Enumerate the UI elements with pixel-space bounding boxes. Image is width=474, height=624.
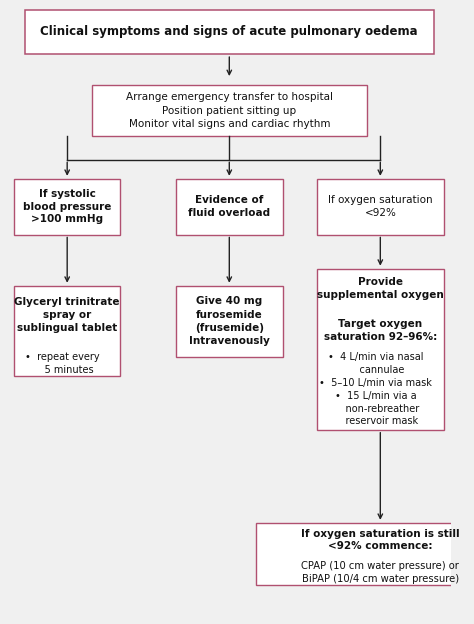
FancyBboxPatch shape	[91, 85, 367, 136]
FancyBboxPatch shape	[14, 178, 120, 235]
FancyBboxPatch shape	[25, 9, 434, 54]
FancyBboxPatch shape	[176, 286, 283, 357]
Text: CPAP (10 cm water pressure) or
BiPAP (10/4 cm water pressure): CPAP (10 cm water pressure) or BiPAP (10…	[301, 561, 459, 583]
Text: •  4 L/min via nasal
    cannulae
•  5–10 L/min via mask
•  15 L/min via a
    n: • 4 L/min via nasal cannulae • 5–10 L/mi…	[319, 353, 432, 426]
Text: Give 40 mg
furosemide
(frusemide)
Intravenously: Give 40 mg furosemide (frusemide) Intrav…	[189, 296, 270, 346]
Text: Clinical symptoms and signs of acute pulmonary oedema: Clinical symptoms and signs of acute pul…	[40, 26, 418, 38]
FancyBboxPatch shape	[176, 178, 283, 235]
Text: •  repeat every
    5 minutes: • repeat every 5 minutes	[26, 352, 100, 375]
Text: Arrange emergency transfer to hospital
Position patient sitting up
Monitor vital: Arrange emergency transfer to hospital P…	[126, 92, 333, 129]
Text: If oxygen saturation
<92%: If oxygen saturation <92%	[328, 195, 433, 218]
FancyBboxPatch shape	[317, 178, 444, 235]
Text: If systolic
blood pressure
>100 mmHg: If systolic blood pressure >100 mmHg	[23, 189, 111, 225]
Text: Provide
supplemental oxygen: Provide supplemental oxygen	[317, 277, 444, 300]
FancyBboxPatch shape	[256, 523, 474, 585]
FancyBboxPatch shape	[14, 286, 120, 376]
Text: Evidence of
fluid overload: Evidence of fluid overload	[188, 195, 270, 218]
FancyBboxPatch shape	[317, 268, 444, 430]
Text: If oxygen saturation is still
<92% commence:: If oxygen saturation is still <92% comme…	[301, 529, 460, 552]
Text: Target oxygen
saturation 92–96%:: Target oxygen saturation 92–96%:	[324, 319, 437, 342]
Text: Glyceryl trinitrate
spray or
sublingual tablet: Glyceryl trinitrate spray or sublingual …	[14, 297, 120, 333]
